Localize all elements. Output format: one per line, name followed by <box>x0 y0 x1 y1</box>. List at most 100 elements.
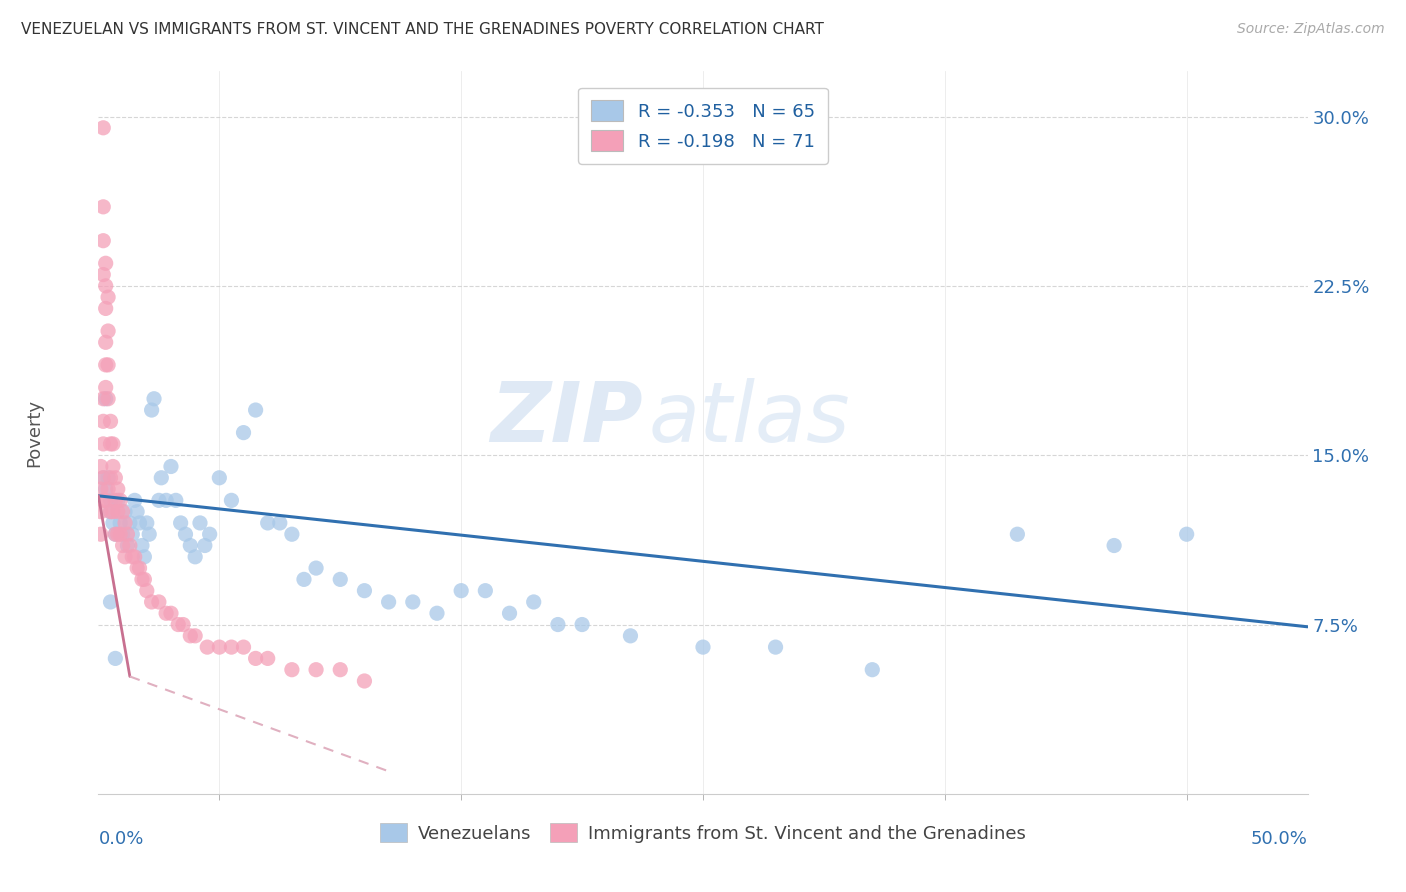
Point <box>135 516 157 530</box>
Point <box>94 358 117 372</box>
Point <box>245 403 267 417</box>
Point <box>450 583 472 598</box>
Point <box>100 437 122 451</box>
Point <box>124 549 146 564</box>
Point <box>94 392 117 406</box>
Point <box>184 629 207 643</box>
Point <box>101 459 124 474</box>
Point <box>101 505 124 519</box>
Point <box>208 640 231 654</box>
Point <box>128 516 150 530</box>
Point <box>329 573 352 587</box>
Point <box>329 663 352 677</box>
Point <box>100 471 122 485</box>
Point <box>104 527 127 541</box>
Point <box>426 607 449 621</box>
Point <box>245 651 267 665</box>
Point <box>94 278 117 293</box>
Point <box>127 561 149 575</box>
Point <box>571 617 593 632</box>
Point <box>121 549 143 564</box>
Point <box>97 324 120 338</box>
Point <box>94 256 117 270</box>
Point <box>188 516 211 530</box>
Point <box>91 437 114 451</box>
Point <box>169 516 191 530</box>
Point <box>547 617 569 632</box>
Point <box>221 493 243 508</box>
Point <box>143 392 166 406</box>
Point <box>305 561 328 575</box>
Point <box>97 290 120 304</box>
Point <box>118 516 141 530</box>
Point <box>114 549 136 564</box>
Point <box>91 392 114 406</box>
Point <box>108 516 131 530</box>
Point <box>134 549 156 564</box>
Point <box>474 583 496 598</box>
Point <box>198 527 221 541</box>
Point <box>97 471 120 485</box>
Point <box>1102 539 1125 553</box>
Point <box>148 595 170 609</box>
Point <box>91 268 114 282</box>
Point <box>94 380 117 394</box>
Point <box>160 607 183 621</box>
Text: Source: ZipAtlas.com: Source: ZipAtlas.com <box>1237 22 1385 37</box>
Point <box>150 471 173 485</box>
Point <box>111 527 134 541</box>
Point <box>117 539 139 553</box>
Point <box>377 595 399 609</box>
Point <box>91 471 114 485</box>
Text: 0.0%: 0.0% <box>98 830 143 848</box>
Point <box>101 516 124 530</box>
Point <box>184 549 207 564</box>
Point <box>104 651 127 665</box>
Point <box>138 527 160 541</box>
Point <box>100 414 122 428</box>
Text: VENEZUELAN VS IMMIGRANTS FROM ST. VINCENT AND THE GRENADINES POVERTY CORRELATION: VENEZUELAN VS IMMIGRANTS FROM ST. VINCEN… <box>21 22 824 37</box>
Point <box>172 617 194 632</box>
Point <box>91 200 114 214</box>
Point <box>107 493 129 508</box>
Point <box>121 527 143 541</box>
Point <box>90 482 112 496</box>
Point <box>232 425 254 440</box>
Text: 50.0%: 50.0% <box>1251 830 1308 848</box>
Point <box>97 482 120 496</box>
Point <box>91 471 114 485</box>
Point <box>97 358 120 372</box>
Point <box>91 493 114 508</box>
Point <box>90 459 112 474</box>
Point <box>179 539 201 553</box>
Point <box>1007 527 1029 541</box>
Point <box>167 617 190 632</box>
Point <box>221 640 243 654</box>
Point <box>232 640 254 654</box>
Point <box>94 482 117 496</box>
Point <box>131 573 153 587</box>
Point <box>131 539 153 553</box>
Point <box>256 651 278 665</box>
Point <box>100 493 122 508</box>
Point <box>101 437 124 451</box>
Point <box>117 527 139 541</box>
Point <box>104 493 127 508</box>
Point <box>194 539 217 553</box>
Point <box>100 505 122 519</box>
Point <box>94 335 117 350</box>
Point <box>292 573 315 587</box>
Point <box>90 505 112 519</box>
Point <box>195 640 218 654</box>
Point <box>91 414 114 428</box>
Point <box>498 607 520 621</box>
Point <box>107 505 129 519</box>
Point <box>281 527 304 541</box>
Point <box>141 403 163 417</box>
Point <box>128 561 150 575</box>
Point <box>305 663 328 677</box>
Point <box>281 663 304 677</box>
Point <box>107 482 129 496</box>
Point <box>1175 527 1198 541</box>
Text: ZIP: ZIP <box>489 377 643 458</box>
